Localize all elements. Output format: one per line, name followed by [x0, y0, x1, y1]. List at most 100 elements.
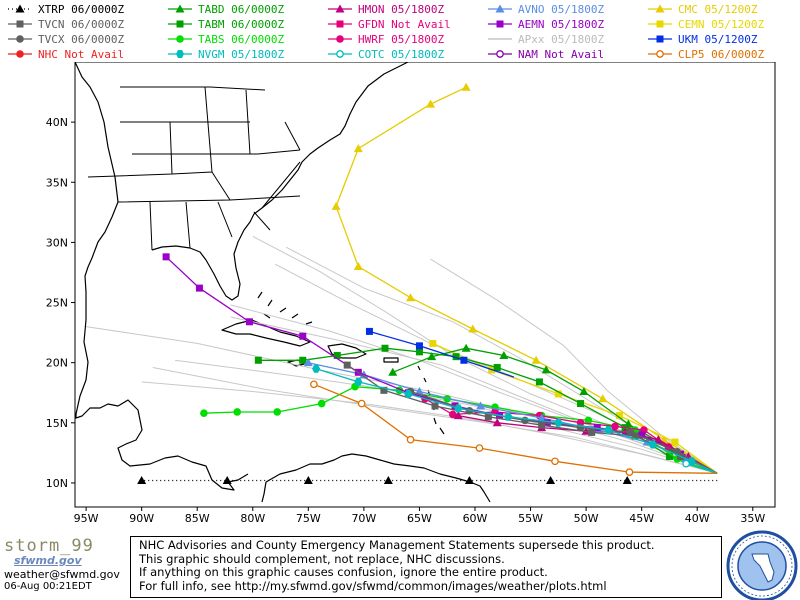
track-point	[499, 350, 509, 359]
lon-tick-label: 70W	[351, 512, 376, 522]
track-ukm	[365, 327, 515, 378]
legend-entry: CLP5 06/0000Z	[646, 47, 764, 61]
legend-swatch-icon	[168, 20, 192, 28]
legend-label: GFDN Not Avail	[358, 17, 451, 31]
lat-tick-label: 30N	[46, 236, 68, 249]
track-point	[493, 363, 501, 371]
track-point	[611, 422, 619, 431]
track-point	[415, 342, 423, 350]
track-point	[576, 423, 585, 432]
legend-swatch-icon	[168, 4, 192, 13]
legend-entry: APxx 05/1800Z	[486, 32, 604, 46]
track-point	[588, 428, 596, 436]
disclaimer-url[interactable]: For full info, see http://my.sfwmd.gov/s…	[139, 578, 607, 593]
track-point	[383, 476, 393, 485]
track-point	[331, 201, 341, 210]
lon-tick-label: 50W	[574, 512, 599, 522]
legend-label: CEMN 05/1200Z	[678, 17, 765, 31]
track-point	[353, 261, 363, 270]
track-line	[152, 367, 718, 474]
legend-marker-icon	[336, 20, 344, 28]
track-line	[86, 326, 718, 474]
legend-label: CLP5 06/0000Z	[678, 47, 765, 61]
footer: storm_99 sfwmd.gov weather@sfwmd.gov 06-…	[0, 530, 800, 600]
brand-block: storm_99 sfwmd.gov weather@sfwmd.gov 06-…	[4, 536, 130, 592]
track-line	[315, 368, 718, 474]
legend-entry: HWRF 05/1800Z	[326, 32, 444, 46]
brand-email[interactable]: weather@sfwmd.gov	[4, 568, 120, 581]
legend-label: APxx 05/1800Z	[518, 32, 605, 46]
timestamp: 06-Aug 00:21EDT	[4, 581, 92, 592]
track-point	[484, 413, 492, 421]
map-axes: 10N 15N 20N 25N 30N 35N 40N 95W 90W 85W 80W 75W 70W 6…	[46, 62, 776, 522]
legend-swatch-icon	[8, 35, 32, 43]
disclaimer-box: NHC Advisories and County Emergency Mana…	[130, 536, 722, 598]
legend-entry: AVNO 05/1800Z	[486, 2, 604, 16]
model-legend: XTRP 06/0000Z TABD 06/0000Z HMON 05/1800Z A…	[0, 0, 800, 62]
lat-tick-label: 35N	[46, 176, 68, 189]
legend-marker-icon	[16, 35, 24, 43]
legend-entry: GFDN Not Avail	[326, 17, 451, 31]
track-point	[254, 356, 262, 364]
track-point	[593, 424, 601, 432]
track-point	[381, 344, 389, 352]
track-point	[626, 428, 635, 437]
track-point	[653, 435, 663, 444]
track-point	[579, 387, 589, 396]
legend-swatch-icon	[168, 50, 192, 58]
legend-label: NAM Not Avail	[518, 47, 605, 61]
model-tracks	[86, 82, 718, 485]
track-point	[460, 356, 468, 364]
legend-entry: NHC Not Avail	[6, 47, 124, 61]
lat-tick-label: 10N	[46, 477, 68, 490]
legend-swatch-icon	[328, 4, 352, 13]
track-point	[521, 416, 529, 425]
lat-tick-label: 40N	[46, 116, 68, 129]
lon-tick-label: 35W	[740, 512, 765, 522]
track-point	[638, 431, 646, 439]
legend-entry: TABS 06/0000Z	[166, 32, 284, 46]
track-cmc	[331, 82, 718, 474]
bahamas	[257, 291, 313, 325]
track-point	[406, 293, 416, 302]
track-point	[380, 386, 388, 394]
track-point	[388, 367, 398, 376]
legend-swatch-icon	[328, 20, 352, 28]
legend-swatch-icon	[648, 35, 672, 43]
legend-label: AVNO 05/1800Z	[518, 2, 605, 16]
legend-label: TABD 06/0000Z	[198, 2, 285, 16]
track-point	[453, 411, 463, 420]
lon-tick-label: 65W	[407, 512, 432, 522]
track-point	[333, 351, 341, 359]
brand-name: storm_99	[4, 536, 94, 556]
track-point	[195, 284, 203, 292]
lon-tick-label: 90W	[129, 512, 154, 522]
track-point	[245, 318, 253, 326]
track-point	[406, 435, 415, 444]
track-point	[353, 144, 363, 153]
legend-marker-icon	[495, 4, 505, 13]
legend-label: NHC Not Avail	[38, 47, 125, 61]
track-point	[546, 476, 556, 485]
legend-label: TABS 06/0000Z	[198, 32, 285, 46]
lat-tick-label: 20N	[46, 357, 68, 370]
track-point	[354, 377, 363, 386]
brand-website[interactable]: sfwmd.gov	[14, 554, 82, 567]
track-point	[631, 432, 639, 440]
legend-entry: HMON 05/1800Z	[326, 2, 444, 16]
track-point	[541, 365, 551, 374]
track-point	[303, 476, 313, 485]
legend-marker-icon	[16, 50, 24, 58]
hispaniola	[327, 343, 367, 359]
track-point	[464, 476, 474, 485]
track-point	[535, 378, 543, 386]
track-line	[230, 316, 718, 474]
legend-label: XTRP 06/0000Z	[38, 2, 125, 16]
track-point	[233, 408, 242, 416]
track-point	[454, 404, 463, 413]
track-point	[343, 361, 351, 369]
lon-tick-label: 55W	[518, 512, 543, 522]
track-line	[174, 359, 718, 474]
track-point	[475, 444, 484, 452]
legend-swatch-icon	[648, 50, 672, 58]
